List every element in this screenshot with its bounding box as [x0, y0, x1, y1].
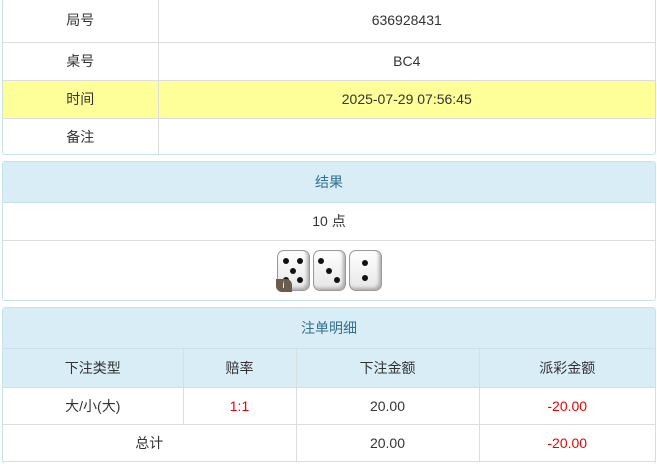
result-title: 结果 [3, 162, 655, 203]
die-pip [296, 257, 303, 264]
bet-amount: 20.00 [295, 386, 480, 425]
value: BC4 [157, 41, 655, 81]
label: 时间 [3, 79, 159, 119]
die-pip [362, 259, 368, 266]
die-pip [296, 277, 303, 284]
result-panel: 结果 10 点 i [2, 161, 656, 301]
round-info-panel: 局号 636928431 桌号 BC4 时间 2025-07-29 07:56:45 … [2, 0, 656, 155]
die-3 [312, 250, 346, 291]
value: 636928431 [157, 0, 655, 43]
label: 局号 [3, 0, 159, 43]
bet-details-title: 注单明细 [3, 308, 655, 349]
total-row: 总计 20.00 -20.00 [3, 423, 655, 462]
die-pip [333, 277, 340, 284]
die-2 [348, 250, 382, 291]
bet-details-panel: 注单明细 下注类型 赔率 下注金额 派彩金额 大/小(大) 1:1 20.00 … [2, 307, 656, 464]
die-pip [326, 267, 332, 274]
die-pip [362, 275, 368, 282]
row-round-number: 局号 636928431 [3, 0, 655, 43]
label: 桌号 [3, 41, 159, 81]
header-payout: 派彩金额 [478, 349, 655, 388]
total-payout: -20.00 [478, 423, 655, 462]
info-icon[interactable]: i [275, 279, 292, 292]
die-pip [318, 257, 325, 264]
header-odds: 赔率 [182, 349, 297, 388]
result-points: 10 点 [3, 203, 655, 241]
header-bet-amount: 下注金额 [295, 349, 480, 388]
odds: 1:1 [182, 386, 297, 425]
value: 2025-07-29 07:56:45 [157, 79, 655, 119]
die-5: i [275, 250, 310, 292]
payout: -20.00 [478, 386, 655, 425]
row-time: 时间 2025-07-29 07:56:45 [3, 79, 655, 119]
dice-row: i [3, 241, 655, 300]
row-remark: 备注 [3, 117, 655, 154]
total-amount: 20.00 [295, 423, 480, 462]
total-label: 总计 [3, 423, 297, 462]
bet-type: 大/小(大) [3, 386, 184, 425]
die-pip [283, 257, 290, 264]
die-pip [290, 267, 296, 274]
header-bet-type: 下注类型 [3, 349, 184, 388]
table-row: 大/小(大) 1:1 20.00 -20.00 [3, 386, 655, 425]
value [157, 117, 655, 154]
label: 备注 [3, 117, 159, 154]
bets-header-row: 下注类型 赔率 下注金额 派彩金额 [3, 349, 655, 388]
row-table-number: 桌号 BC4 [3, 41, 655, 81]
